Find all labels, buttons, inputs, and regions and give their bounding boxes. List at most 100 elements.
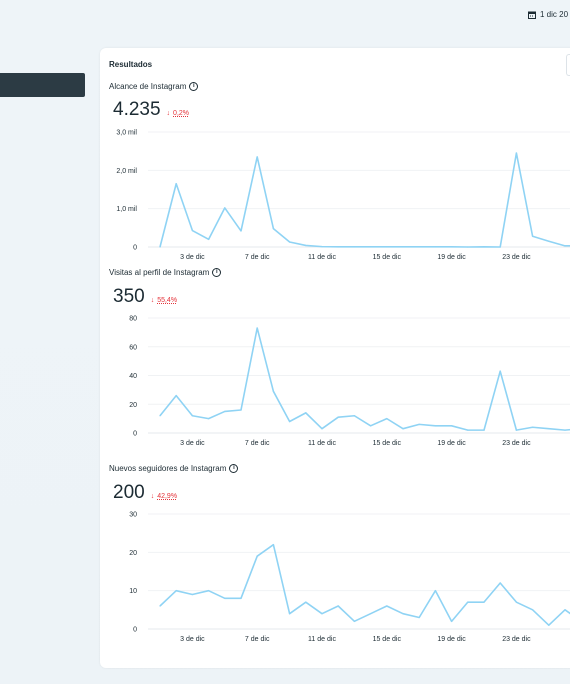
x-tick-label: 7 de dic [245,254,270,261]
data-point[interactable] [564,609,566,611]
data-point[interactable] [402,613,404,615]
data-point[interactable] [256,156,258,158]
data-point[interactable] [418,616,420,619]
data-point[interactable] [370,425,372,427]
data-point[interactable] [499,582,501,584]
data-point[interactable] [532,235,534,237]
data-point[interactable] [337,605,339,607]
data-point[interactable] [191,415,193,417]
data-point[interactable] [321,246,323,248]
data-point[interactable] [548,240,550,242]
data-point[interactable] [224,597,226,599]
data-point[interactable] [418,423,420,425]
data-point[interactable] [191,229,193,232]
data-point[interactable] [548,624,550,626]
data-point[interactable] [532,426,534,428]
arrow-down-icon: ↓ [150,297,155,304]
data-point[interactable] [532,609,534,611]
sidebar-item-selected[interactable] [0,73,85,97]
data-point[interactable] [175,183,177,185]
card-title: Resultados [109,60,153,69]
x-tick-label: 19 de dic [437,440,466,447]
data-point[interactable] [208,418,210,420]
data-point[interactable] [305,244,307,247]
arrow-down-icon: ↓ [166,110,171,117]
x-tick-label: 23 de dic [502,440,531,447]
data-point[interactable] [418,246,420,248]
data-point[interactable] [483,601,485,603]
data-point[interactable] [240,230,242,232]
data-point[interactable] [272,544,274,546]
data-point[interactable] [240,597,242,599]
data-point[interactable] [515,429,517,431]
data-point[interactable] [451,425,453,427]
data-point[interactable] [240,409,242,411]
data-point[interactable] [499,246,501,248]
data-point[interactable] [289,241,291,243]
metric-label-wrap: Alcance de Instagram i [109,82,199,91]
data-point[interactable] [564,245,566,247]
date-range-picker[interactable]: 1 dic 20 [528,10,568,19]
data-point[interactable] [289,613,291,615]
data-point[interactable] [224,207,226,209]
delta-percent[interactable]: 0,2% [173,110,190,117]
data-point[interactable] [434,425,436,427]
data-point[interactable] [337,416,339,418]
data-point[interactable] [208,238,210,240]
data-point[interactable] [467,246,469,248]
data-point[interactable] [515,601,517,603]
data-point[interactable] [353,246,355,248]
data-point[interactable] [467,601,469,603]
data-point[interactable] [548,428,550,430]
data-point[interactable] [305,601,307,603]
data-point[interactable] [402,246,404,248]
data-point[interactable] [175,395,177,397]
data-point[interactable] [208,590,210,592]
data-point[interactable] [159,605,161,607]
data-point[interactable] [256,555,258,557]
delta-percent[interactable]: 55,4% [157,297,178,304]
data-point[interactable] [256,327,258,329]
metric-label: Nuevos seguidores de Instagram [109,464,227,473]
data-point[interactable] [499,370,501,372]
new-followers-chart: 0 10 20 30 3 de dic 7 de dic 11 de dic 15 de di… [129,512,570,643]
data-point[interactable] [451,246,453,248]
data-point[interactable] [159,415,161,417]
data-point[interactable] [289,420,291,423]
data-point[interactable] [159,246,161,248]
data-point[interactable] [175,590,177,592]
data-point[interactable] [272,390,274,392]
info-icon[interactable]: i [189,82,199,91]
data-point[interactable] [321,613,323,615]
delta-percent[interactable]: 42,9% [157,493,178,500]
data-point[interactable] [370,246,372,248]
data-point[interactable] [272,228,274,230]
data-point[interactable] [434,590,436,592]
info-icon[interactable]: i [229,464,239,473]
data-point[interactable] [386,246,388,248]
data-point[interactable] [515,152,517,154]
data-point[interactable] [386,605,388,607]
metric-value: 200 [113,482,145,503]
metric-label-wrap: Visitas al perfil de Instagram i [109,268,222,277]
info-icon[interactable]: i [212,268,222,277]
data-point[interactable] [191,593,193,596]
data-point[interactable] [353,620,355,622]
data-point[interactable] [434,246,436,248]
calendar-icon [528,11,536,19]
data-point[interactable] [483,246,485,248]
data-point[interactable] [305,412,307,414]
y-tick-label: 0 [133,431,137,438]
data-point[interactable] [386,418,388,420]
data-point[interactable] [451,620,453,622]
data-point[interactable] [564,429,566,431]
data-point[interactable] [467,429,469,431]
data-point[interactable] [353,415,355,417]
data-point[interactable] [224,410,226,413]
data-point[interactable] [370,613,372,615]
data-point[interactable] [321,428,323,430]
data-point[interactable] [337,246,339,248]
card-control-button[interactable] [566,54,570,76]
data-point[interactable] [402,428,404,430]
data-point[interactable] [483,429,485,431]
